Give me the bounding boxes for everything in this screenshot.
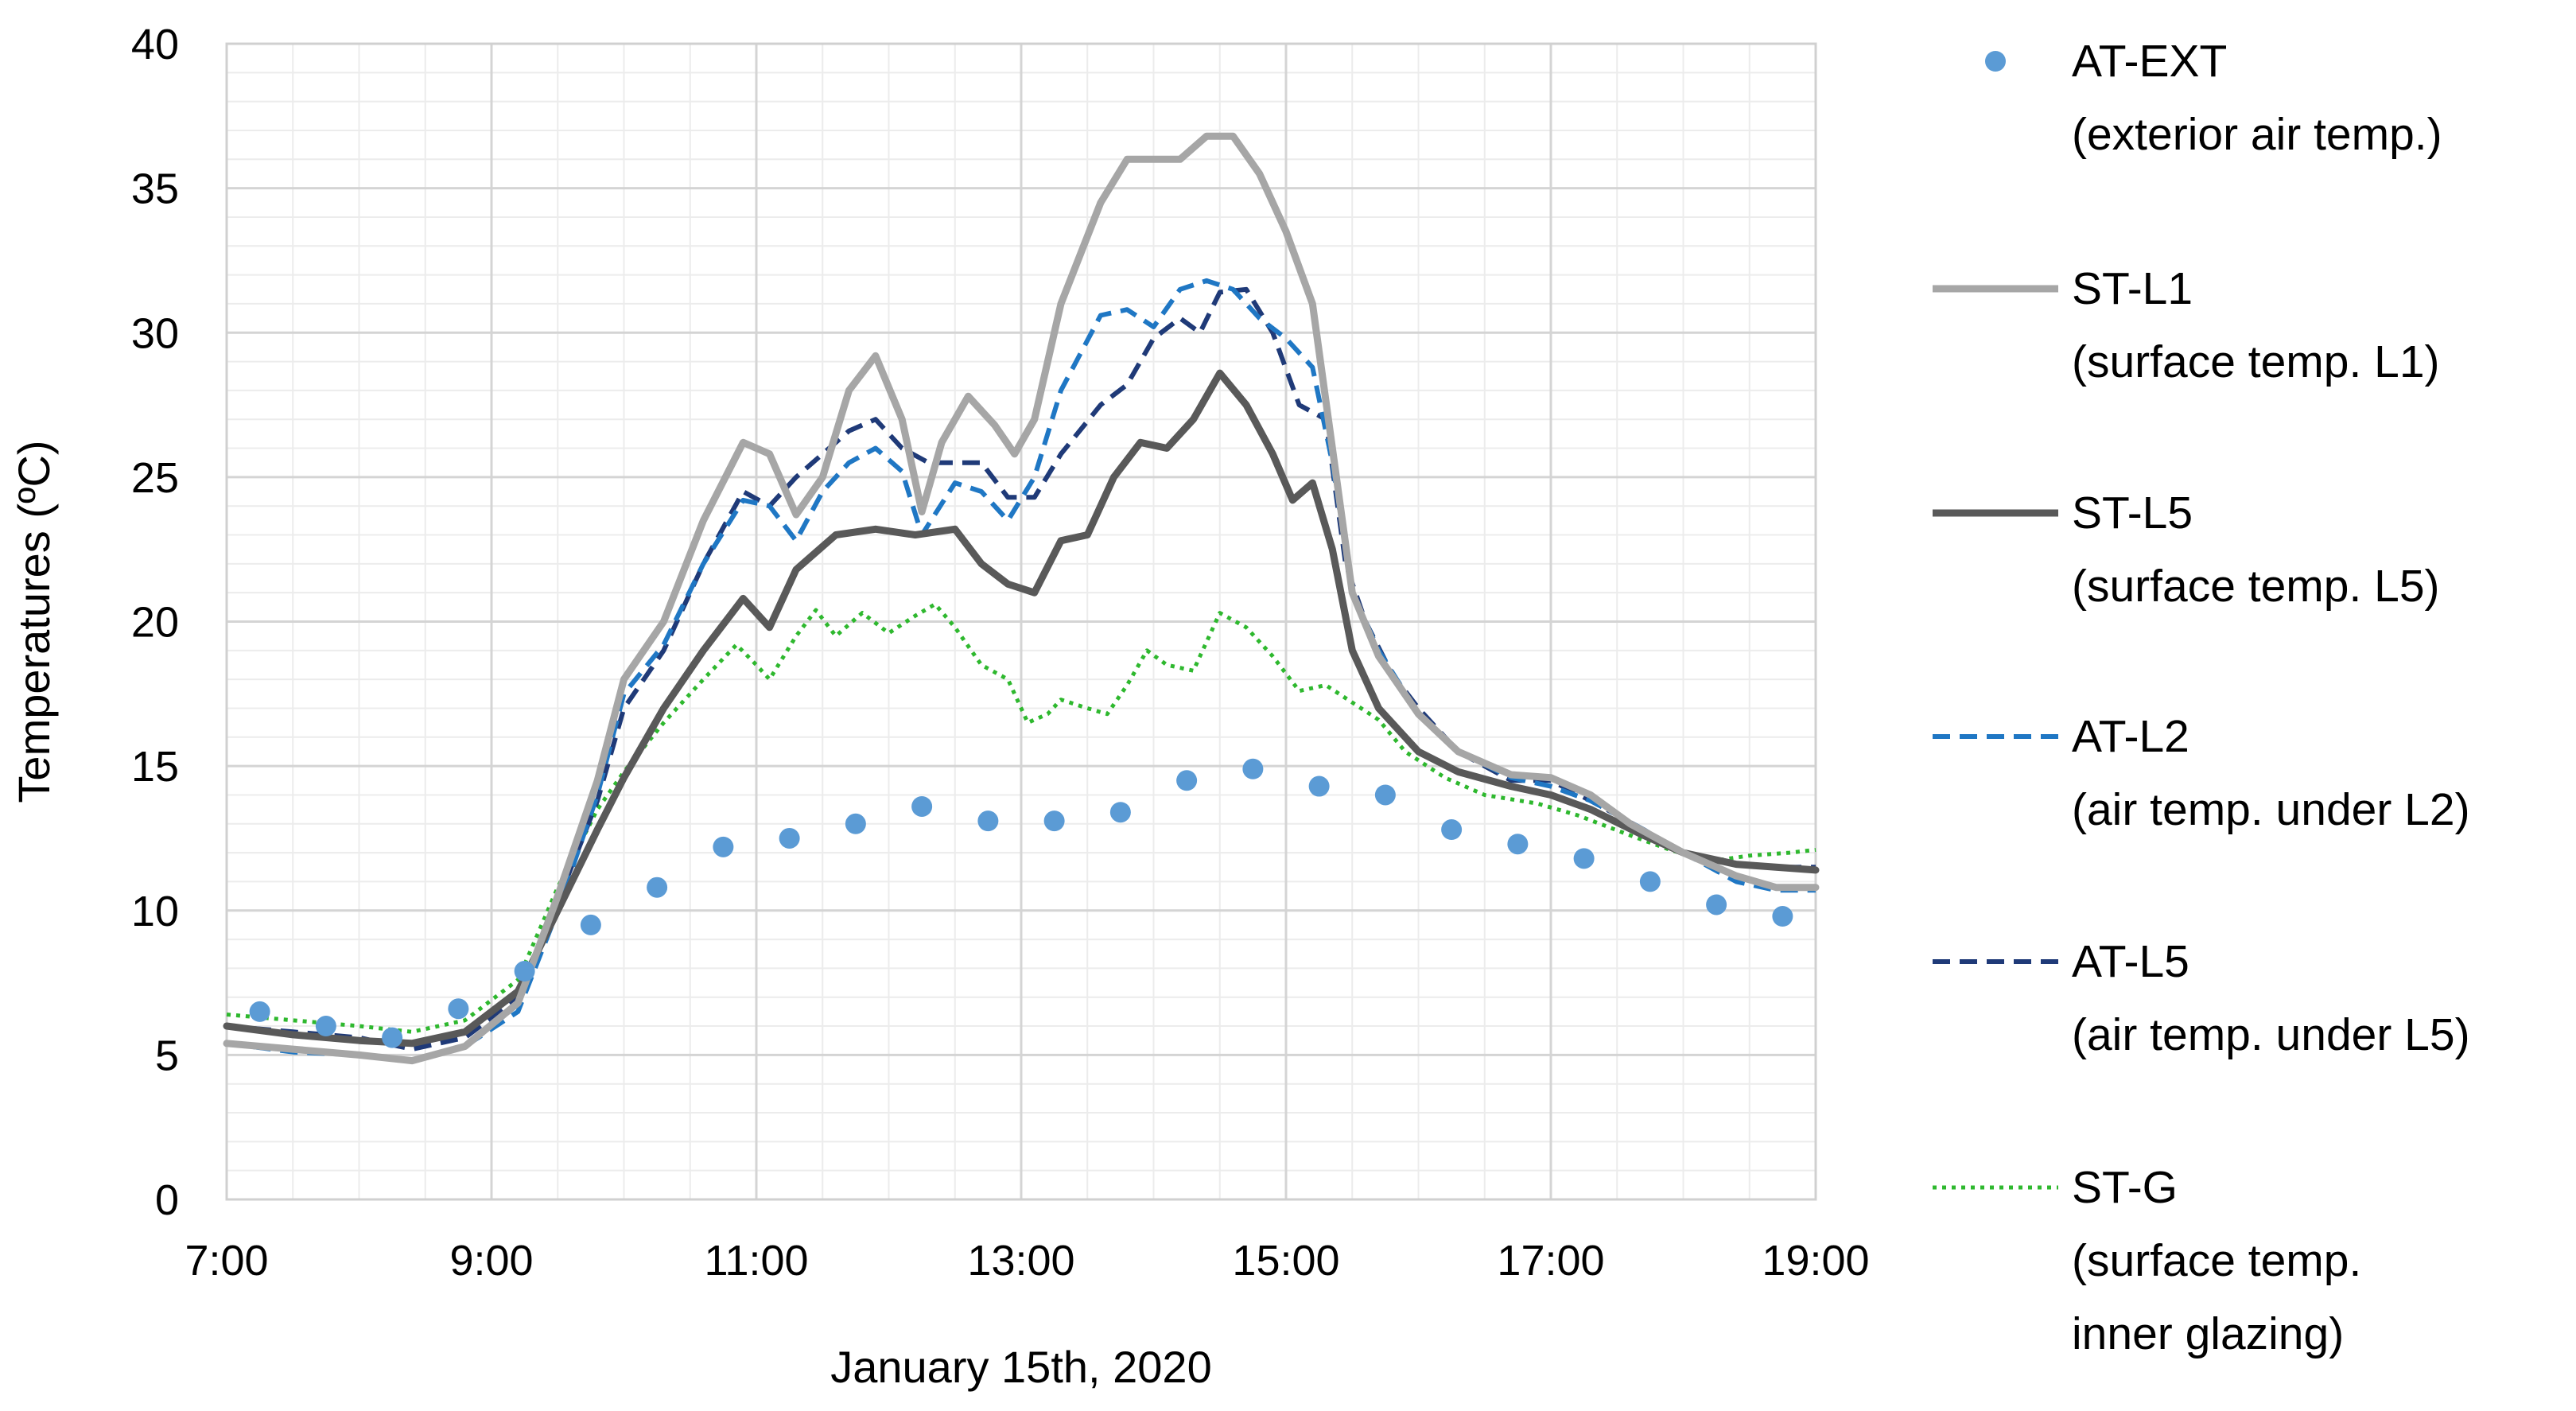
legend-at-ext-label: (exterior air temp.) [2072,109,2442,160]
x-axis-title: January 15th, 2020 [830,1342,1211,1392]
series-at-ext-point [779,827,800,849]
series-st-l1-line [223,132,1820,1065]
y-tick-label: 30 [131,309,179,357]
y-tick-label: 20 [131,599,179,647]
series-st-l5-line [223,369,1820,1048]
series-at-ext-point [249,1001,270,1022]
legend-at-ext-marker [1985,51,2006,72]
legend-at-l5-label: AT-L5 [2072,936,2189,987]
legend-st-g-label: inner glazing) [2072,1308,2344,1359]
series-at-ext-point [580,914,601,935]
y-tick-label: 15 [131,743,179,791]
y-axis-tick-labels: 0 5 10 15 20 25 30 35 40 [131,21,179,1224]
y-tick-label: 0 [155,1176,179,1224]
x-tick-label: 13:00 [967,1237,1074,1285]
series-at-ext-point [647,877,668,898]
x-tick-label: 7:00 [185,1237,268,1285]
series-st-g-line [226,602,1816,1034]
series-at-ext-point [448,998,469,1020]
series-layer [223,132,1820,1065]
series-at-ext-point [1043,810,1065,832]
legend-st-l1-label: (surface temp. L1) [2072,336,2440,387]
legend-at-l2-label: AT-L2 [2072,711,2189,762]
plot-area [223,42,1820,1201]
legend-st-l1-label: ST-L1 [2072,263,2193,314]
legend-at-l5-label: (air temp. under L5) [2072,1009,2470,1060]
x-tick-label: 19:00 [1762,1237,1869,1285]
series-at-ext-point [514,961,535,982]
series-at-ext-point [845,813,866,834]
legend-st-g-label: (surface temp. [2072,1235,2361,1286]
series-at-ext-point [1308,775,1330,797]
x-tick-label: 15:00 [1232,1237,1339,1285]
series-at-ext-point [1109,802,1131,823]
legend-st-g-label: ST-G [2072,1162,2178,1213]
legend-st-l5-label: ST-L5 [2072,488,2193,538]
series-at-ext-point [1507,834,1529,855]
legend-st-l5-label: (surface temp. L5) [2072,561,2440,612]
y-tick-label: 35 [131,165,179,213]
series-at-ext-point [1242,758,1264,779]
legend-at-l2-label: (air temp. under L2) [2072,784,2470,835]
x-tick-label: 17:00 [1497,1237,1604,1285]
legend-at-ext-label: AT-EXT [2072,36,2227,87]
y-tick-label: 25 [131,454,179,502]
x-tick-label: 11:00 [704,1237,808,1285]
series-at-ext-point [1573,848,1595,869]
series-at-ext-point [713,836,734,857]
series-at-ext-point [1374,784,1396,806]
series-at-l5-line [226,286,1816,1052]
series-at-ext-point [315,1016,336,1037]
y-axis-title: Temperatures (ºC) [9,440,59,803]
series-at-ext-point [911,795,933,817]
plot-border [225,42,1817,1201]
legend: AT-EXT (exterior air temp.) ST-L1 (surface … [1933,36,2470,1359]
x-tick-label: 9:00 [449,1237,533,1285]
series-at-ext-point [1706,894,1727,915]
series-at-ext-point [1176,770,1198,791]
series-at-ext-point [1772,906,1793,927]
y-tick-label: 5 [155,1032,179,1079]
x-axis-tick-labels: 7:00 9:00 11:00 13:00 15:00 17:00 19:00 [185,1237,1869,1285]
y-tick-label: 10 [131,888,179,935]
y-tick-label: 40 [131,21,179,68]
series-at-ext-point [1441,819,1463,841]
series-at-ext-point [382,1027,403,1048]
series-at-ext-point [977,810,999,832]
series-at-ext-point [1639,871,1661,892]
